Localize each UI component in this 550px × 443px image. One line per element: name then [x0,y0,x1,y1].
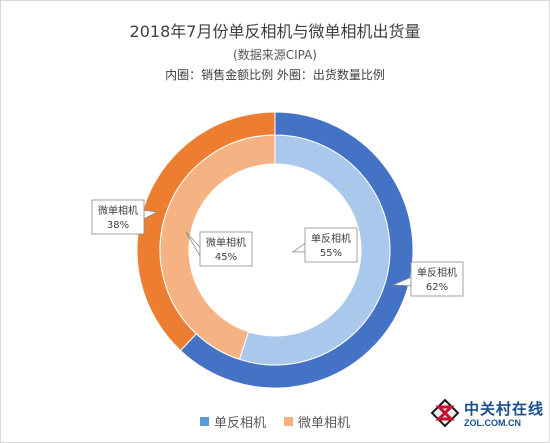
chart-note: 内圈：销售金额比例 外圈：出货数量比例 [165,68,385,82]
inner-label-name-mirrorless: 微单相机 [206,236,246,249]
watermark-en: ZOL.COM.CN [464,418,521,428]
inner-label-value-mirrorless: 45% [215,252,237,263]
legend-swatch-slr [200,416,209,426]
outer-label-box-slr [410,261,464,297]
chart-subtitle: (数据来源CIPA) [233,48,317,62]
outer-label-value-slr: 62% [426,282,448,293]
outer-label-mirrorless: 微单相机 38% [91,199,159,235]
inner-label-slr: 单反相机 55% [291,227,358,263]
zol-logo-icon [430,398,460,428]
outer-slice-slr [179,111,414,389]
outer-slice-mirrorless [136,111,276,352]
legend-item-slr: 单反相机 [200,412,266,431]
outer-label-box-mirrorless [91,199,145,235]
legend: 单反相机 微单相机 [200,411,350,431]
inner-label-value-slr: 55% [320,248,342,259]
legend-swatch-mirrorless [284,416,294,426]
inner-label-box-slr [304,227,358,263]
watermark-cn: 中关村在线 [464,400,545,418]
legend-label-slr: 单反相机 [214,415,267,431]
inner-label-mirrorless: 微单相机 45% [185,231,253,267]
zol-watermark: 中关村在线 ZOL.COM.CN [430,396,548,440]
legend-label-mirrorless: 微单相机 [298,415,351,431]
inner-label-box-mirrorless [199,231,253,267]
outer-label-value-mirrorless: 38% [107,220,129,231]
inner-label-pointer-slr [291,242,306,253]
inner-label-name-slr: 单反相机 [311,232,351,245]
outer-label-name-mirrorless: 微单相机 [98,204,138,217]
chart-title: 2018年7月份单反相机与微单相机出货量 [129,22,421,41]
legend-item-mirrorless: 微单相机 [284,412,350,431]
outer-label-name-slr: 单反相机 [417,266,457,279]
outer-label-slr: 单反相机 62% [392,261,464,297]
